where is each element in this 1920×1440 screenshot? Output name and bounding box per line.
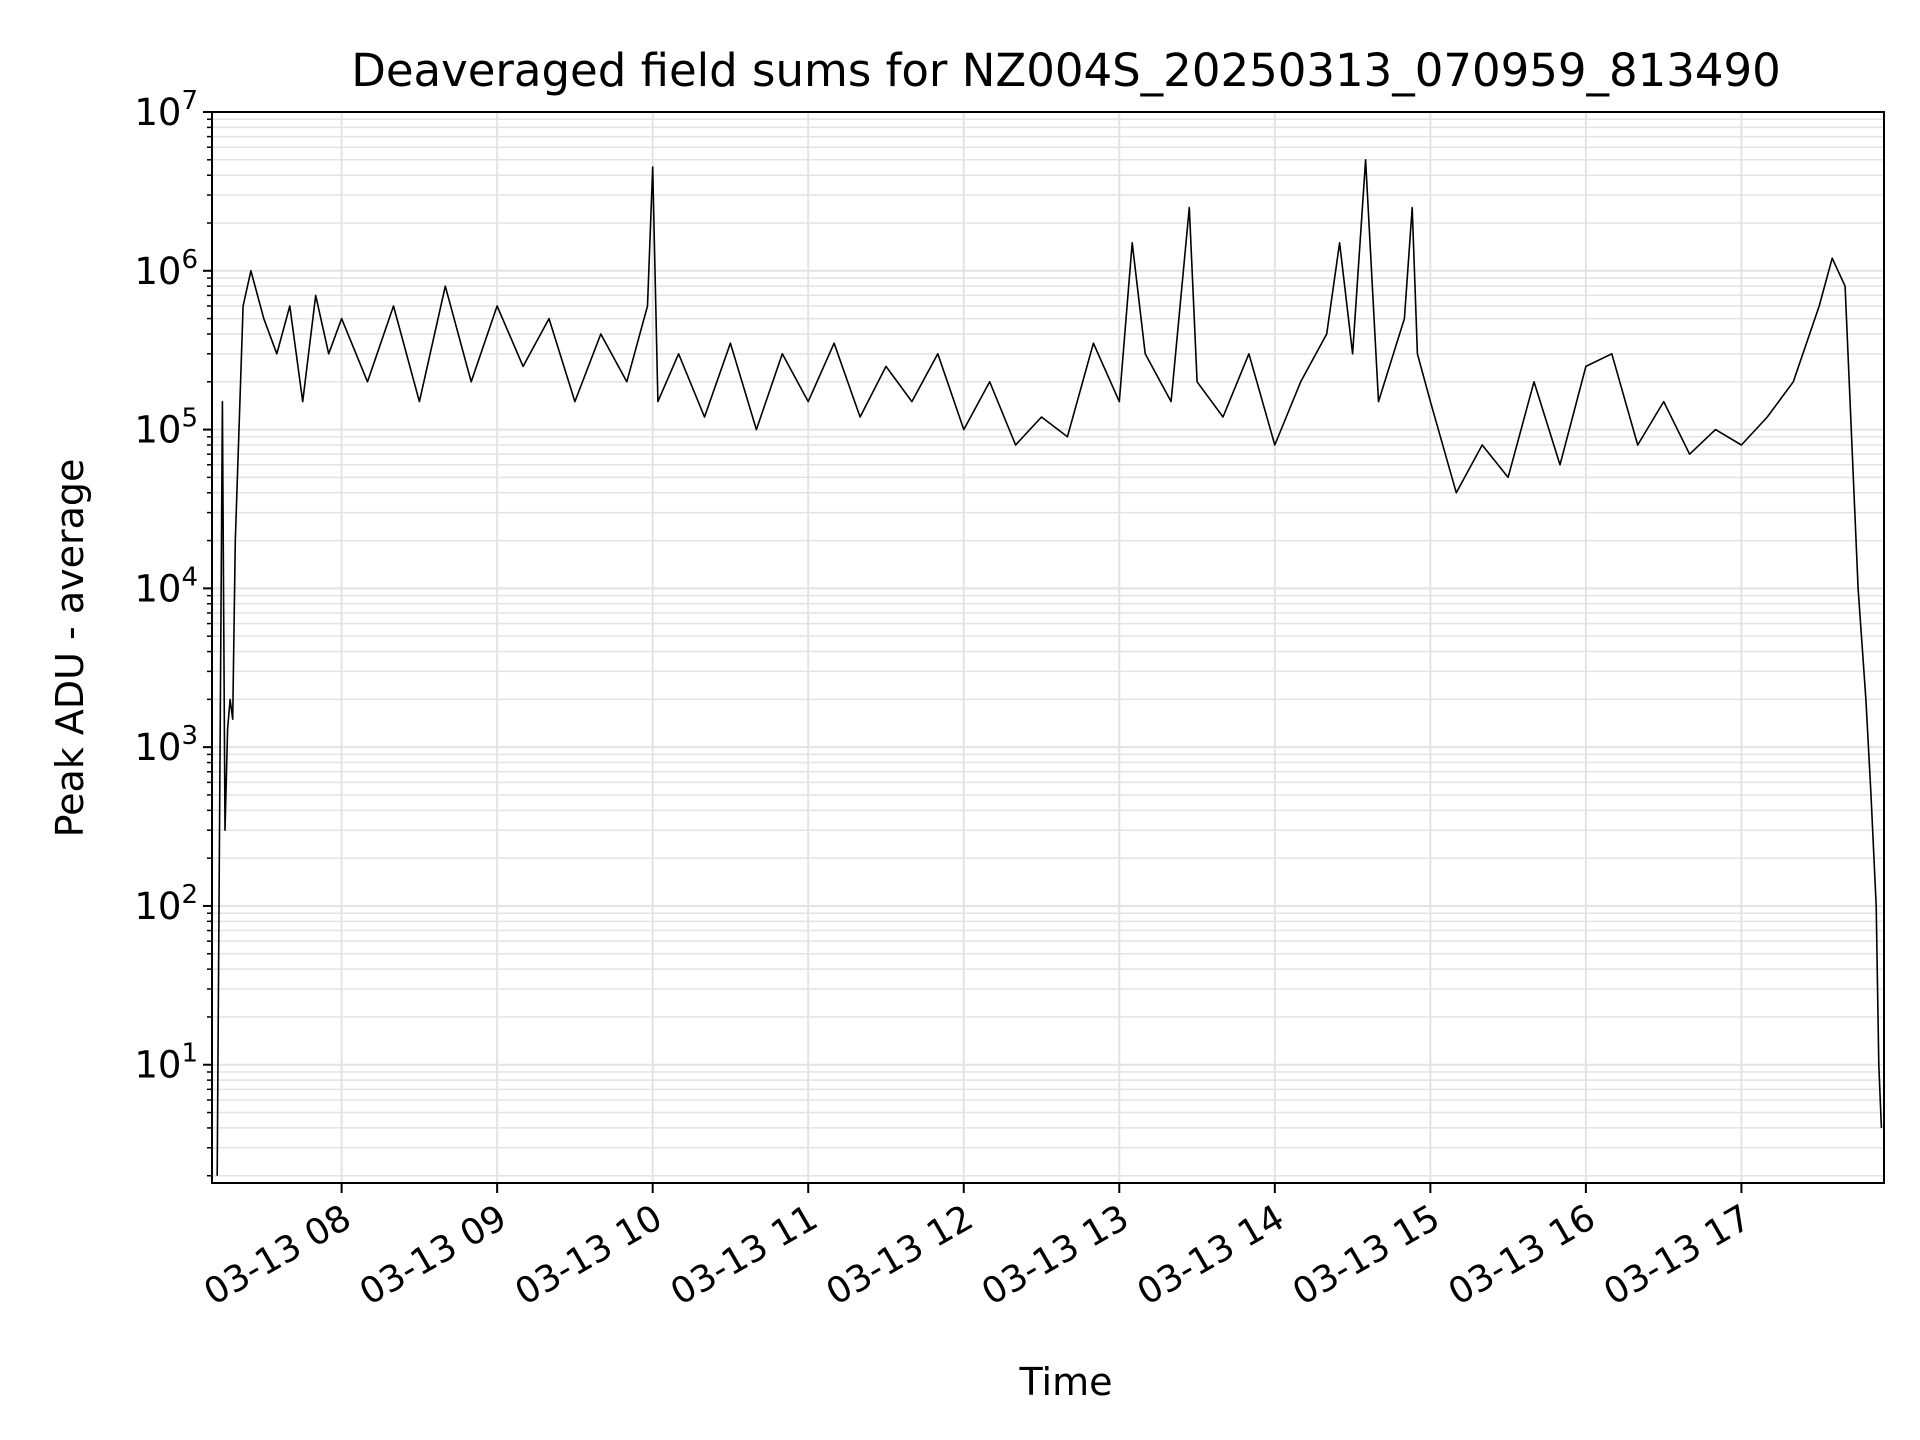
x-tick-label: 03-13 08 <box>197 1197 358 1313</box>
x-tick-label: 03-13 12 <box>820 1197 981 1313</box>
x-tick-label: 03-13 16 <box>1442 1197 1603 1313</box>
chart-title: Deaveraged field sums for NZ004S_2025031… <box>351 44 1781 97</box>
y-tick-label: 107 <box>134 86 198 134</box>
minor-gridlines <box>212 118 1884 1177</box>
y-axis-label: Peak ADU - average <box>48 458 92 838</box>
y-tick-label: 105 <box>134 404 198 452</box>
y-tick-label: 102 <box>134 880 198 928</box>
y-axis: 101 102 103 104 105 106 107 <box>134 86 212 1177</box>
x-tick-label: 03-13 10 <box>509 1197 670 1313</box>
y-tick-label: 103 <box>134 721 198 769</box>
series-line <box>216 159 1883 1176</box>
x-tick-label: 03-13 17 <box>1597 1197 1758 1313</box>
x-tick-label: 03-13 13 <box>975 1197 1136 1313</box>
x-tick-label: 03-13 11 <box>664 1197 825 1313</box>
x-tick-label: 03-13 14 <box>1131 1197 1292 1313</box>
major-gridlines <box>212 111 1884 1183</box>
x-axis-label: Time <box>1019 1360 1113 1404</box>
series-layer <box>216 159 1883 1176</box>
plot-area <box>212 112 1884 1183</box>
plot-frame <box>211 111 1885 1184</box>
x-tick-label: 03-13 09 <box>353 1197 514 1313</box>
y-tick-label: 104 <box>134 562 198 610</box>
y-tick-label: 101 <box>134 1039 198 1087</box>
x-tick-label: 03-13 15 <box>1286 1197 1447 1313</box>
y-tick-label: 106 <box>134 245 198 293</box>
